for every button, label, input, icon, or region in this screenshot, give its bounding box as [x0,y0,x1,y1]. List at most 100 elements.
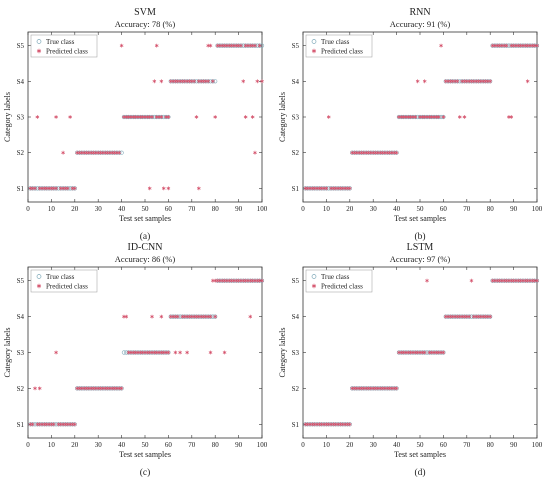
predicted-class-point [68,115,72,119]
x-tick-label: 40 [118,441,126,449]
predicted-class-point [152,79,157,84]
legend-predicted-class-marker [311,283,317,289]
x-tick-label: 10 [48,205,56,213]
predicted-class-point [394,386,399,391]
predicted-class-point [54,186,58,191]
y-tick-label: S4 [292,313,300,321]
chart-subtitle: Accuracy: 91 (%) [390,19,451,29]
y-tick-label: S4 [292,78,300,86]
predicted-class-point [467,314,471,319]
predicted-class-point [208,314,213,319]
predicted-class-point [425,278,429,283]
predicted-class-point [175,314,180,319]
x-tick-label: 0 [301,441,305,449]
predicted-class-point [260,79,264,84]
predicted-class-point [509,115,514,119]
x-tick-label: 20 [346,441,354,449]
y-tick-label: S2 [292,149,300,157]
y-tick-label: S4 [17,313,25,321]
predicted-class-point [504,43,509,48]
chart-title: RNN [409,7,430,18]
predicted-class-point [535,278,539,283]
predicted-class-point [161,186,166,191]
predicted-class-point [35,115,40,119]
x-tick-label: 40 [393,441,401,449]
predicted-class-point [260,278,264,283]
y-tick-label: S1 [17,421,25,429]
y-tick-label: S2 [17,149,25,157]
x-tick-label: 60 [165,441,173,449]
chart-subtitle: Accuracy: 97 (%) [390,254,451,264]
legend-box [30,269,98,293]
y-tick-label: S1 [292,421,300,429]
predicted-class-point [65,186,70,191]
x-tick-label: 70 [188,205,196,213]
y-tick-label: S3 [292,349,300,357]
legend-true-class-marker [311,274,317,279]
y-tick-label: S1 [292,185,300,193]
x-tick-label: 30 [95,205,103,213]
x-tick-label: 10 [48,441,56,449]
x-tick-label: 100 [257,205,268,213]
y-tick-label: S3 [17,349,25,357]
y-tick-label: S5 [17,277,25,285]
predicted-class-point [535,43,539,48]
predicted-class-point [185,350,189,355]
predicted-class-point [33,386,37,391]
predicted-class-point [441,115,446,119]
x-tick-label: 30 [370,441,378,449]
x-tick-label: 60 [165,205,173,213]
predicted-class-point [72,186,77,191]
y-tick-label: S3 [17,114,25,122]
series-predicted-class [28,43,264,191]
legend-true-class-marker [311,39,317,44]
predicted-class-point [166,350,171,355]
predicted-class-point [347,422,352,427]
predicted-class-point [159,314,164,319]
panel-label: (b) [414,231,425,242]
x-tick-label: 50 [417,205,425,213]
chart-title: SVM [134,7,156,18]
predicted-class-point [119,43,124,48]
legend-box [305,34,373,58]
x-tick-label: 100 [532,205,543,213]
x-axis-label: Test set samples [394,450,446,459]
predicted-class-point [525,79,530,84]
predicted-class-point [54,115,58,119]
x-tick-label: 80 [487,205,495,213]
predicted-class-point [178,350,182,355]
predicted-class-point [147,186,152,191]
legend-predicted-class-marker [311,48,317,54]
legend-predicted-class-marker [36,48,42,54]
x-axis-label: Test set samples [119,214,171,223]
predicted-class-point [241,79,246,84]
predicted-class-point [253,43,257,48]
x-tick-label: 10 [323,441,331,449]
predicted-class-point [159,115,164,119]
predicted-class-point [211,79,215,84]
predicted-class-point [166,115,171,119]
predicted-class-point [462,115,467,119]
predicted-class-point [72,422,77,427]
predicted-class-point [51,422,56,427]
predicted-class-point [119,386,124,391]
predicted-class-point [239,43,243,48]
x-tick-label: 50 [142,441,150,449]
predicted-class-point [455,79,460,84]
predicted-class-point [248,314,253,319]
panel-label: (c) [140,467,151,478]
x-tick-label: 20 [71,441,79,449]
series-predicted-class [303,278,539,427]
x-tick-label: 90 [235,205,243,213]
x-axis-label: Test set samples [119,450,171,459]
predicted-class-point [30,422,35,427]
predicted-class-point [150,115,154,119]
predicted-class-point [54,350,58,355]
predicted-class-point [436,115,441,119]
predicted-class-point [257,43,262,48]
predicted-class-point [208,43,213,48]
legend-true-class-label: True class [321,38,350,46]
x-tick-label: 20 [71,205,79,213]
